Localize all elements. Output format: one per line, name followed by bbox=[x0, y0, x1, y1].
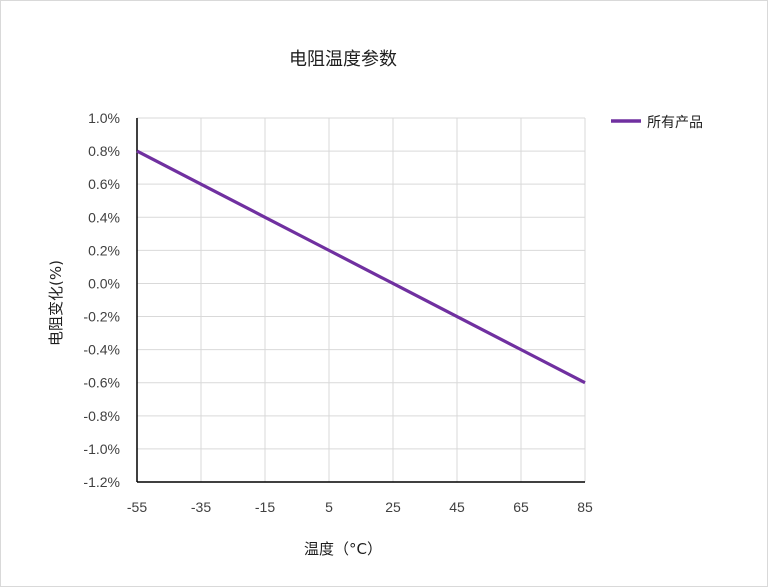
y-tick-label: -0.4% bbox=[83, 342, 120, 358]
y-tick-label: 0.0% bbox=[88, 275, 120, 291]
y-tick-label: -0.2% bbox=[83, 309, 120, 325]
y-tick-label: 0.8% bbox=[88, 143, 120, 159]
y-tick-label: -1.0% bbox=[83, 441, 120, 457]
chart-title: 电阻温度参数 bbox=[289, 49, 397, 70]
y-tick-label: -1.2% bbox=[83, 474, 120, 490]
y-tick-label: 0.2% bbox=[88, 242, 120, 258]
y-tick-label: 1.0% bbox=[88, 110, 120, 126]
legend: 所有产品 bbox=[611, 115, 703, 131]
y-tick-label: 0.4% bbox=[88, 209, 120, 225]
x-tick-label: 85 bbox=[577, 499, 593, 515]
series-line bbox=[136, 149, 586, 385]
y-tick-label: -0.8% bbox=[83, 408, 120, 424]
series-layer bbox=[136, 149, 586, 385]
x-tick-label: 65 bbox=[513, 499, 529, 515]
x-tick-label: -55 bbox=[127, 499, 147, 515]
legend-label: 所有产品 bbox=[647, 115, 703, 131]
x-tick-label: -35 bbox=[191, 499, 211, 515]
grid-layer bbox=[137, 117, 586, 482]
axis-layer: 1.0% 0.8% 0.6% 0.4% 0.2% 0.0% -0.2% -0.4% -0.6% -… bbox=[83, 110, 593, 515]
x-tick-label: 5 bbox=[325, 499, 333, 515]
x-axis-label: 温度（°C） bbox=[304, 540, 382, 558]
y-tick-label: -0.6% bbox=[83, 375, 120, 391]
y-tick-label: 0.6% bbox=[88, 176, 120, 192]
x-tick-label: -15 bbox=[255, 499, 275, 515]
x-tick-label: 45 bbox=[449, 499, 465, 515]
y-axis-label: 电阻变化(%) bbox=[47, 260, 65, 346]
x-tick-label: 25 bbox=[385, 499, 401, 515]
